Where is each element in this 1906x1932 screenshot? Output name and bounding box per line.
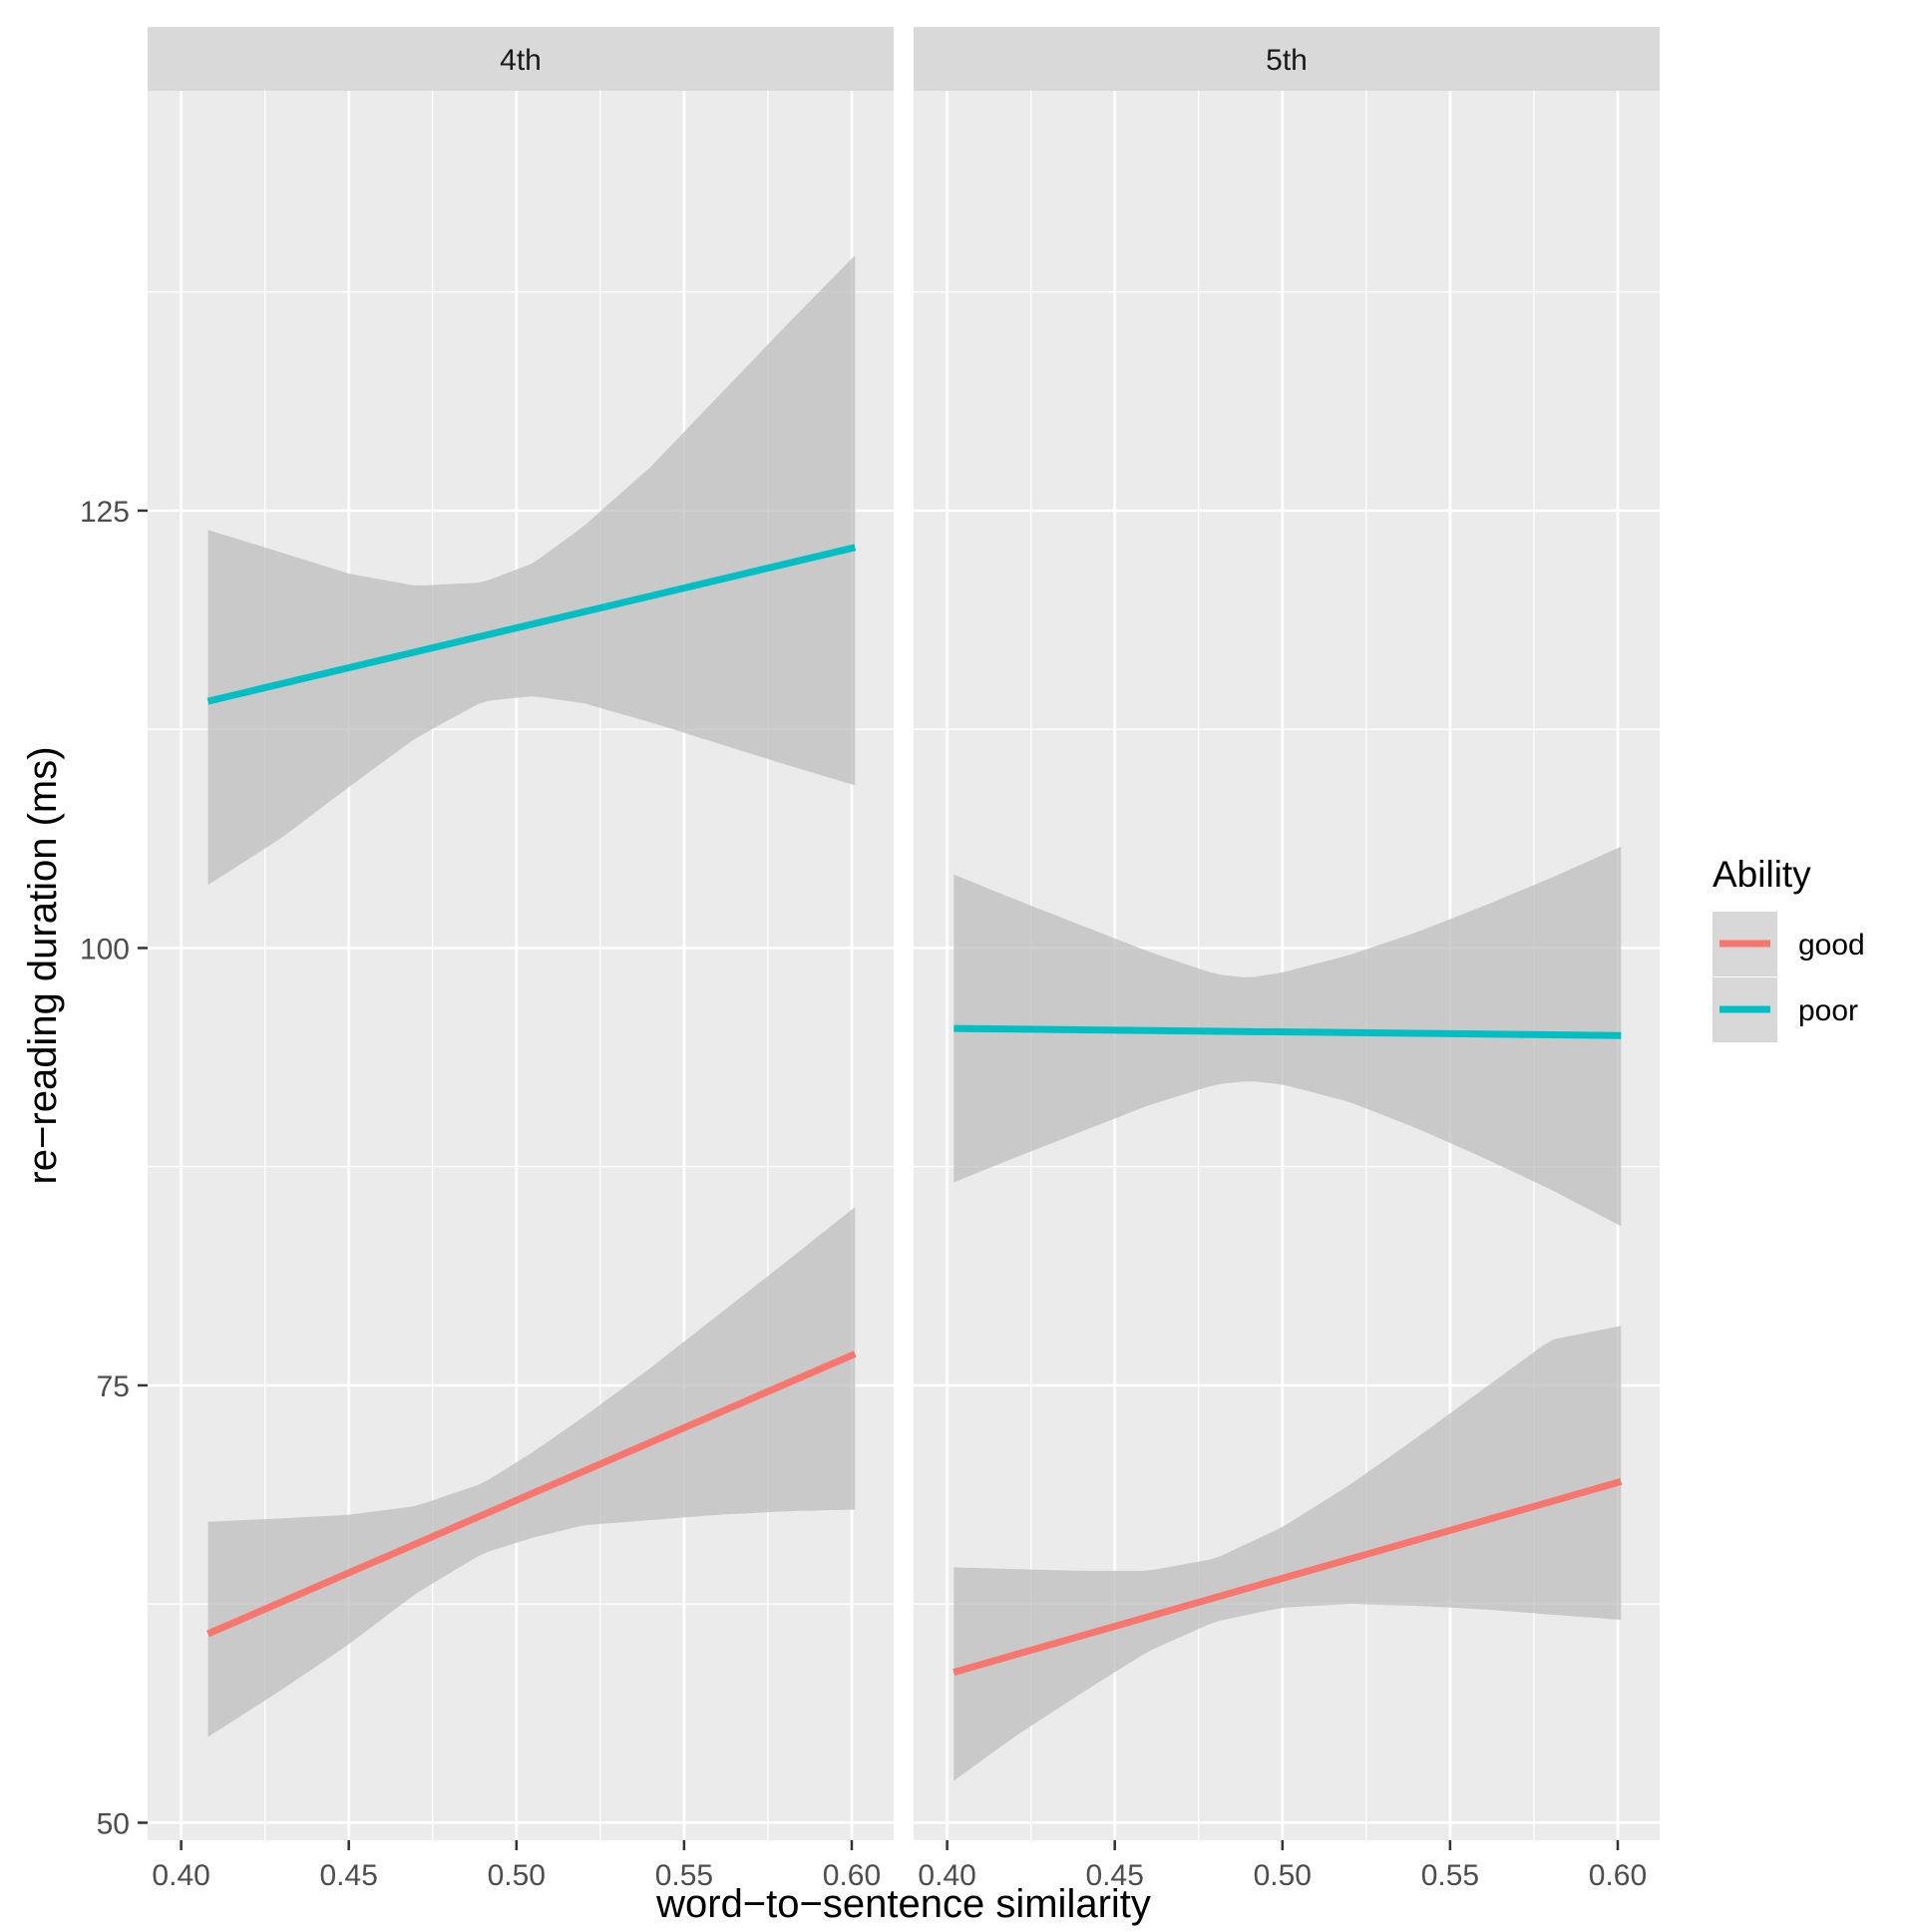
- legend-label-good: good: [1798, 929, 1865, 962]
- y-axis-title: re−reading duration (ms): [21, 746, 65, 1184]
- legend-title: Ability: [1713, 854, 1811, 895]
- ci-ribbon-good: [953, 1326, 1622, 1781]
- confidence-ribbons: [207, 254, 856, 1738]
- x-axis-4th: 0.40 0.45 0.50 0.55 0.60: [152, 1840, 881, 1892]
- x-tick-label: 0.40: [152, 1859, 209, 1892]
- trend-lines: [953, 1024, 1623, 1676]
- x-tick-label: 0.55: [1421, 1859, 1479, 1892]
- facet-panel-5th: 5th: [914, 27, 1660, 1840]
- facet-strip: [914, 27, 1660, 91]
- legend-item-good: good: [1713, 912, 1865, 976]
- x-tick-label: 0.55: [655, 1859, 713, 1892]
- y-tick-label: 75: [97, 1370, 130, 1403]
- x-tick-label: 0.40: [918, 1859, 975, 1892]
- x-tick-label: 0.60: [823, 1859, 881, 1892]
- x-tick-label: 0.60: [1589, 1859, 1647, 1892]
- ci-ribbon-good: [207, 1207, 856, 1738]
- x-tick-label: 0.50: [488, 1859, 546, 1892]
- ci-ribbon-poor: [953, 846, 1622, 1227]
- legend: Ability good poor: [1713, 854, 1865, 1042]
- x-axis-5th: 0.40 0.45 0.50 0.55 0.60: [918, 1840, 1647, 1892]
- facet-panel-4th: 4th: [148, 27, 894, 1840]
- trend-line-good: [206, 1351, 857, 1638]
- facet-strip-label: 5th: [1266, 44, 1308, 77]
- ci-ribbon-poor: [207, 254, 856, 886]
- x-tick-label: 0.45: [1086, 1859, 1144, 1892]
- y-tick-label: 50: [97, 1807, 130, 1840]
- y-tick-label: 100: [80, 933, 130, 966]
- x-axis-title: word−to−sentence similarity: [655, 1882, 1151, 1926]
- legend-item-poor: poor: [1713, 977, 1858, 1042]
- confidence-ribbons: [953, 846, 1622, 1781]
- x-tick-label: 0.45: [320, 1859, 378, 1892]
- facet-strip-label: 4th: [500, 44, 542, 77]
- trend-line-poor: [953, 1024, 1622, 1039]
- legend-label-poor: poor: [1798, 994, 1858, 1027]
- y-axis: 50 75 100 125: [80, 496, 148, 1840]
- trend-line-poor: [206, 544, 857, 705]
- y-tick-label: 125: [80, 496, 130, 529]
- trend-lines: [206, 544, 857, 1638]
- x-tick-label: 0.50: [1254, 1859, 1312, 1892]
- trend-line-good: [953, 1478, 1623, 1676]
- facet-strip: [148, 27, 894, 91]
